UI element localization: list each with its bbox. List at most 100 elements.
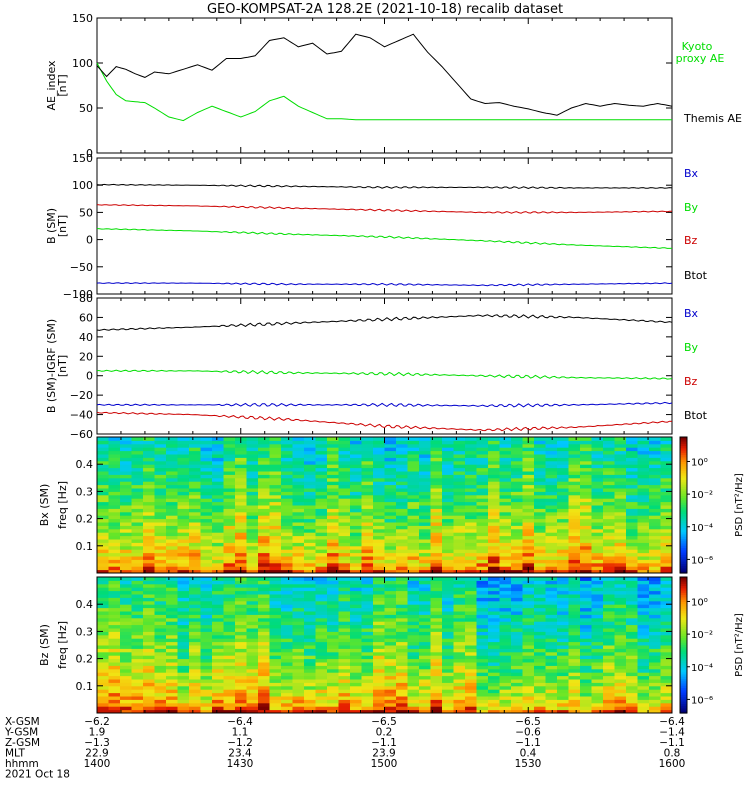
heatmap-cell bbox=[212, 467, 224, 472]
heatmap-cell bbox=[603, 638, 615, 643]
heatmap-cell bbox=[453, 494, 466, 499]
heatmap-cell bbox=[453, 491, 466, 496]
heatmap-cell bbox=[568, 600, 581, 605]
heatmap-cell bbox=[649, 696, 661, 700]
heatmap-cell bbox=[131, 583, 144, 588]
heatmap-cell bbox=[189, 549, 201, 554]
heatmap-cell bbox=[419, 668, 431, 673]
heatmap-cell bbox=[361, 685, 374, 690]
heatmap-cell bbox=[269, 542, 282, 547]
heatmap-cell bbox=[304, 689, 316, 694]
heatmap-cell bbox=[442, 474, 454, 479]
heatmap-cell bbox=[591, 709, 604, 714]
heatmap-cell bbox=[166, 488, 178, 492]
heatmap-cell bbox=[660, 488, 673, 492]
heatmap-cell bbox=[453, 447, 466, 452]
heatmap-cell bbox=[315, 545, 328, 550]
heatmap-cell bbox=[453, 611, 466, 615]
heatmap-cell bbox=[223, 607, 236, 612]
heatmap-cell bbox=[269, 607, 282, 612]
heatmap-cell bbox=[442, 628, 454, 632]
heatmap-cell bbox=[637, 532, 650, 537]
heatmap-cell bbox=[534, 658, 546, 663]
heatmap-cell bbox=[166, 631, 178, 636]
heatmap-cell bbox=[534, 460, 546, 465]
heatmap-cell bbox=[120, 597, 132, 602]
heatmap-cell bbox=[534, 539, 546, 543]
heatmap-cell bbox=[660, 443, 673, 448]
heatmap-cell bbox=[189, 525, 201, 530]
heatmap-cell bbox=[143, 706, 155, 711]
heatmap-cell bbox=[660, 464, 673, 469]
heatmap-cell bbox=[649, 645, 661, 649]
heatmap-cell bbox=[660, 457, 673, 462]
heatmap-cell bbox=[637, 679, 650, 683]
heatmap-cell bbox=[154, 675, 167, 680]
heatmap-cell bbox=[327, 634, 339, 639]
heatmap-cell bbox=[120, 437, 132, 441]
heatmap-cell bbox=[453, 679, 466, 683]
heatmap-cell bbox=[97, 668, 109, 673]
heatmap-cell bbox=[246, 702, 259, 707]
colorbar-cell bbox=[680, 581, 687, 585]
heatmap-cell bbox=[108, 528, 121, 533]
heatmap-cell bbox=[626, 658, 638, 663]
heatmap-cell bbox=[591, 569, 604, 574]
heatmap-cell bbox=[350, 549, 362, 554]
heatmap-cell bbox=[580, 471, 592, 475]
heatmap-cell bbox=[269, 594, 282, 598]
heatmap-cell bbox=[396, 511, 408, 516]
heatmap-cell bbox=[200, 556, 213, 560]
heatmap-cell bbox=[465, 648, 477, 653]
heatmap-cell bbox=[189, 454, 201, 458]
heatmap-cell bbox=[488, 614, 500, 619]
heatmap-cell bbox=[143, 580, 155, 585]
heatmap-cell bbox=[373, 641, 385, 646]
heatmap-cell bbox=[488, 638, 500, 643]
heatmap-cell bbox=[143, 552, 155, 557]
heatmap-cell bbox=[614, 477, 627, 482]
heatmap-cell bbox=[97, 454, 109, 458]
heatmap-cell bbox=[189, 696, 201, 700]
heatmap-cell bbox=[545, 542, 558, 547]
heatmap-cell bbox=[131, 454, 144, 458]
heatmap-cell bbox=[304, 443, 316, 448]
heatmap-cell bbox=[120, 611, 132, 615]
heatmap-cell bbox=[603, 474, 615, 479]
heatmap-cell bbox=[131, 508, 144, 513]
heatmap-cell bbox=[534, 617, 546, 622]
heatmap-cell bbox=[407, 484, 420, 489]
heatmap-cell bbox=[557, 617, 569, 622]
heatmap-cell bbox=[223, 450, 236, 455]
heatmap-cell bbox=[522, 556, 535, 560]
heatmap-cell bbox=[660, 699, 673, 704]
legend-bz: Bz bbox=[684, 234, 698, 247]
heatmap-cell bbox=[258, 552, 270, 557]
heatmap-cell bbox=[166, 709, 178, 714]
heatmap-cell bbox=[568, 505, 581, 509]
heatmap-cell bbox=[223, 494, 236, 499]
heatmap-cell bbox=[108, 675, 121, 680]
heatmap-cell bbox=[488, 706, 500, 711]
heatmap-cell bbox=[476, 559, 489, 564]
heatmap-cell bbox=[534, 518, 546, 523]
heatmap-cell bbox=[108, 587, 121, 592]
heatmap-cell bbox=[591, 651, 604, 656]
heatmap-cell bbox=[568, 549, 581, 554]
heatmap-cell bbox=[166, 614, 178, 619]
ephemeris-value: 1.9 bbox=[89, 727, 106, 739]
heatmap-cell bbox=[499, 464, 512, 469]
heatmap-cell bbox=[361, 440, 374, 445]
heatmap-cell bbox=[626, 484, 638, 489]
heatmap-cell bbox=[258, 559, 270, 564]
heatmap-cell bbox=[488, 607, 500, 612]
heatmap-cell bbox=[465, 471, 477, 475]
heatmap-cell bbox=[108, 447, 121, 452]
heatmap-cell bbox=[637, 624, 650, 629]
heatmap-cell bbox=[568, 645, 581, 649]
heatmap-cell bbox=[166, 577, 178, 581]
heatmap-cell bbox=[545, 648, 558, 653]
heatmap-cell bbox=[350, 628, 362, 632]
heatmap-cell bbox=[534, 590, 546, 595]
colorbar-cell bbox=[680, 601, 687, 605]
